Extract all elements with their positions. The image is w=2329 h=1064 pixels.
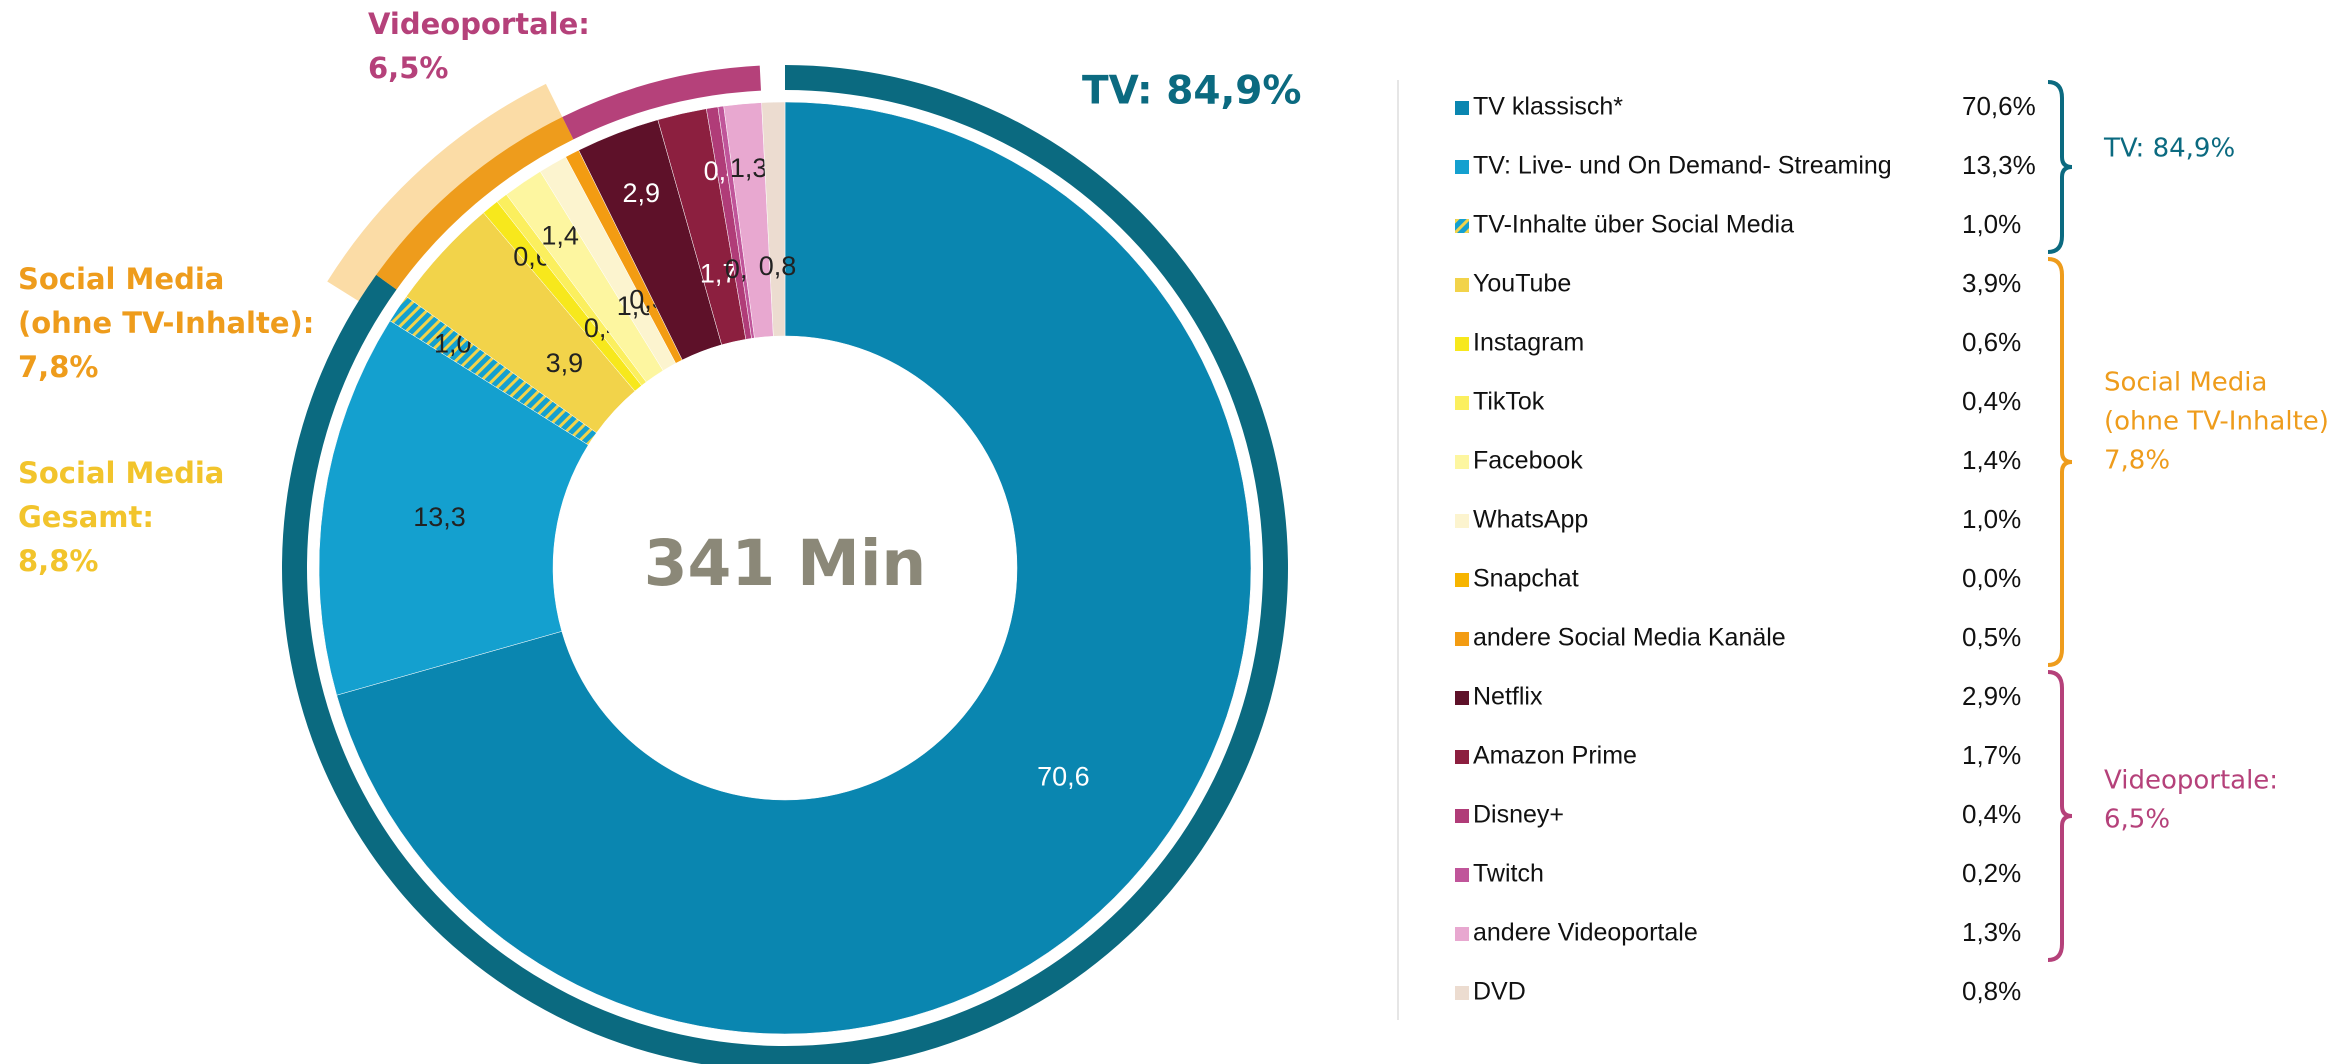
group-ring: [562, 65, 761, 140]
legend-label: andere Videoportale: [1473, 919, 1698, 947]
legend-label: WhatsApp: [1473, 506, 1588, 534]
legend-value: 1,0%: [1962, 504, 2021, 534]
group-label-right: (ohne TV-Inhalte):: [2104, 407, 2329, 437]
bracket: [2047, 80, 2073, 254]
group-ring: [376, 116, 574, 290]
legend-value: 0,2%: [1962, 858, 2021, 888]
slice-label: 3,9: [546, 348, 584, 378]
legend-label: TV-Inhalte über Social Media: [1473, 211, 1794, 239]
legend-label: TV: Live- und On Demand- Streaming: [1473, 152, 1892, 180]
legend-marker: [1455, 809, 1469, 823]
legend-label: Instagram: [1473, 329, 1584, 357]
legend-value: 0,8%: [1962, 976, 2021, 1006]
legend-value: 2,9%: [1962, 681, 2021, 711]
legend-label: Snapchat: [1473, 565, 1579, 593]
bracket: [2047, 257, 2073, 667]
center-label: 341 Min: [644, 527, 927, 600]
legend-marker: [1455, 514, 1469, 528]
legend-value: 0,4%: [1962, 799, 2021, 829]
legend-value: 3,9%: [1962, 268, 2021, 298]
slice: [336, 101, 1252, 1035]
legend-value: 70,6%: [1962, 91, 2036, 121]
legend-marker: [1455, 396, 1469, 410]
group-label: Social Media: [18, 456, 224, 490]
legend-label: DVD: [1473, 978, 1526, 1006]
slice-label: 2,9: [622, 178, 660, 208]
group-label-right: 6,5%: [2104, 805, 2170, 835]
legend-label: TV klassisch*: [1473, 93, 1623, 121]
legend-marker: [1455, 632, 1469, 646]
legend-label: Netflix: [1473, 683, 1543, 711]
group-label: Social Media: [18, 262, 224, 296]
slice-label: 0,8: [759, 251, 797, 281]
legend-value: 0,4%: [1962, 386, 2021, 416]
slice-label: 1,3: [730, 153, 768, 183]
group-label: 7,8%: [18, 350, 98, 384]
legend-label: andere Social Media Kanäle: [1473, 624, 1786, 652]
group-label: TV: 84,9%: [1082, 69, 1302, 114]
legend-marker: [1455, 101, 1469, 115]
slice: [761, 101, 786, 337]
legend-value: 1,3%: [1962, 917, 2021, 947]
legend-label: Facebook: [1473, 447, 1583, 475]
group-label: (ohne TV-Inhalte):: [18, 306, 314, 340]
legend-marker: [1455, 927, 1469, 941]
legend-value: 13,3%: [1962, 150, 2036, 180]
legend-label: TikTok: [1473, 388, 1545, 416]
group-label-right: 7,8%: [2104, 446, 2170, 476]
legend-value: 1,7%: [1962, 740, 2021, 770]
legend-marker: [1455, 691, 1469, 705]
group-label-right: TV: 84,9%: [2103, 134, 2235, 164]
slice-label: 1,7: [700, 259, 738, 289]
legend-value: 0,0%: [1962, 563, 2021, 593]
group-label-right: Social Media: [2104, 368, 2267, 398]
group-label: Gesamt:: [18, 500, 154, 534]
legend-marker: [1455, 337, 1469, 351]
legend-marker: [1455, 160, 1469, 174]
legend-label: Twitch: [1473, 860, 1544, 888]
legend-marker: [1455, 750, 1469, 764]
legend-value: 1,0%: [1962, 209, 2021, 239]
legend-label: YouTube: [1473, 270, 1571, 298]
legend-marker: [1455, 278, 1469, 292]
legend-marker: [1455, 986, 1469, 1000]
bracket: [2047, 670, 2073, 962]
legend-marker: [1455, 868, 1469, 882]
slice-label: 13,3: [413, 502, 466, 532]
group-label: Videoportale:: [368, 7, 590, 41]
legend-marker: [1455, 573, 1469, 587]
legend-marker: [1455, 455, 1469, 469]
group-label: 8,8%: [18, 544, 98, 578]
slice-label: 70,6: [1037, 762, 1090, 792]
legend-label: Disney+: [1473, 801, 1564, 829]
legend-value: 0,6%: [1962, 327, 2021, 357]
group-label: 6,5%: [368, 51, 448, 85]
legend-value: 1,4%: [1962, 445, 2021, 475]
legend-value: 0,5%: [1962, 622, 2021, 652]
slice: [318, 320, 589, 696]
group-label-right: Videoportale:: [2104, 766, 2278, 796]
legend-label: Amazon Prime: [1473, 742, 1637, 770]
legend-marker: [1455, 219, 1469, 233]
slice-label: 1,4: [541, 220, 579, 250]
